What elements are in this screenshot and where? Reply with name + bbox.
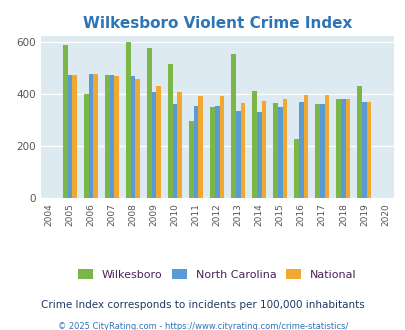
Bar (156, 86, 161, 198)
Legend: Wilkesboro, North Carolina, National: Wilkesboro, North Carolina, National (73, 265, 360, 284)
Bar (189, 121, 194, 198)
Bar (294, 139, 298, 198)
Bar (114, 76, 119, 198)
Bar (109, 76, 114, 198)
Bar (177, 92, 182, 198)
Bar (298, 102, 303, 198)
Bar (324, 95, 328, 198)
Bar (93, 74, 98, 198)
Bar (315, 104, 319, 198)
Bar (210, 107, 214, 198)
Bar (68, 76, 72, 198)
Bar (261, 101, 266, 198)
Bar (361, 102, 366, 198)
Bar (151, 92, 156, 198)
Bar (303, 95, 307, 198)
Bar (126, 42, 130, 198)
Bar (147, 48, 151, 198)
Bar (130, 76, 135, 198)
Title: Wilkesboro Violent Crime Index: Wilkesboro Violent Crime Index (82, 16, 351, 31)
Bar (340, 99, 345, 198)
Bar (105, 76, 109, 198)
Bar (256, 113, 261, 198)
Bar (277, 107, 282, 198)
Bar (89, 74, 93, 198)
Bar (240, 103, 245, 198)
Bar (168, 64, 173, 198)
Bar (319, 104, 324, 198)
Bar (173, 104, 177, 198)
Bar (214, 106, 219, 198)
Bar (231, 54, 235, 198)
Bar (336, 99, 340, 198)
Bar (252, 91, 256, 198)
Bar (356, 86, 361, 198)
Bar (63, 46, 68, 198)
Bar (282, 99, 286, 198)
Bar (219, 96, 224, 198)
Bar (273, 103, 277, 198)
Bar (84, 94, 89, 198)
Bar (198, 96, 202, 198)
Text: Crime Index corresponds to incidents per 100,000 inhabitants: Crime Index corresponds to incidents per… (41, 300, 364, 310)
Text: © 2025 CityRating.com - https://www.cityrating.com/crime-statistics/: © 2025 CityRating.com - https://www.city… (58, 322, 347, 330)
Bar (72, 76, 77, 198)
Bar (366, 102, 371, 198)
Bar (235, 112, 240, 198)
Bar (135, 79, 140, 198)
Bar (345, 99, 350, 198)
Bar (194, 106, 198, 198)
